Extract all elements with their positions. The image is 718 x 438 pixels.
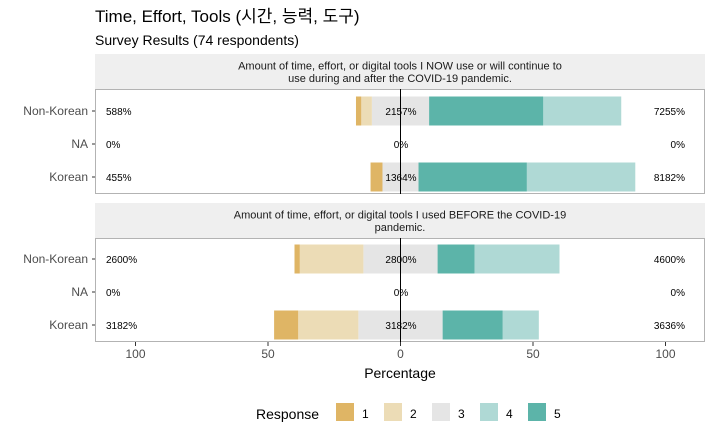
legend-swatch	[480, 403, 498, 421]
mid-pct-label: 2157%	[385, 107, 416, 118]
bar-segment-3-neg	[358, 310, 401, 340]
legend-item-2: 2	[384, 403, 417, 421]
legend-item-5: 5	[528, 403, 561, 421]
bar-segment-4-pos	[474, 244, 560, 274]
panels: Amount of time, effort, or digital tools…	[23, 54, 705, 342]
left-pct-label: 3182%	[106, 321, 137, 332]
panel-2: Amount of time, effort, or digital tools…	[23, 203, 705, 342]
row-label: Non-Korean	[23, 252, 88, 266]
bar-segment-5-pos	[418, 162, 527, 192]
right-pct-label: 0%	[671, 140, 686, 151]
bar-segment-2-neg	[299, 244, 364, 274]
bar-segment-5-pos	[437, 244, 475, 274]
row-label: Korean	[49, 318, 88, 332]
bar-segment-3-neg	[371, 96, 401, 126]
panel-strip-line: pandemic.	[375, 222, 426, 234]
bar-segment-1-neg	[370, 162, 383, 192]
x-tick-label: 0	[397, 347, 404, 361]
left-pct-label: 455%	[106, 173, 132, 184]
x-tick-label: 100	[655, 347, 675, 361]
panel-strip	[95, 54, 705, 89]
chart-title: Time, Effort, Tools (시간, 능력, 도구)	[95, 7, 360, 26]
row-korean: Korean 455% 1364% 8182%	[49, 162, 685, 192]
chart-subtitle: Survey Results (74 respondents)	[95, 32, 299, 48]
legend-swatch	[528, 403, 546, 421]
bar-segment-3-pos	[400, 310, 443, 340]
bar-segment-4-pos	[543, 96, 622, 126]
right-pct-label: 0%	[671, 288, 686, 299]
bar-segment-4-pos	[526, 162, 636, 192]
bar-segment-3-pos	[400, 244, 438, 274]
right-pct-label: 8182%	[654, 173, 685, 184]
x-tick-label: 100	[125, 347, 145, 361]
bar-segment-1-neg	[274, 310, 299, 340]
bar-segment-1-neg	[355, 96, 362, 126]
bar-segment-1-neg	[294, 244, 300, 274]
row-korean: Korean 3182% 3182% 3636%	[49, 310, 685, 340]
row-label: NA	[71, 285, 88, 299]
legend-label: 3	[458, 407, 465, 421]
row-label: Korean	[49, 170, 88, 184]
legend-swatch	[432, 403, 450, 421]
left-pct-label: 2600%	[106, 255, 137, 266]
legend-title: Response	[256, 406, 319, 422]
right-pct-label: 3636%	[654, 321, 685, 332]
legend-label: 5	[554, 407, 561, 421]
bar-segment-5-pos	[442, 310, 503, 340]
mid-pct-label: 1364%	[385, 173, 416, 184]
row-na: NA 0% 0% 0%	[71, 137, 685, 151]
x-axis-label: Percentage	[364, 365, 436, 381]
bar-segment-3-neg	[363, 244, 401, 274]
left-pct-label: 0%	[106, 288, 121, 299]
legend-label: 1	[362, 407, 369, 421]
panel-strip-text: Amount of time, effort, or digital tools…	[238, 60, 562, 85]
x-tick-label: 50	[526, 347, 540, 361]
bar-segment-3-pos	[400, 162, 419, 192]
bar-segment-3-pos	[400, 96, 430, 126]
bar-segment-2-neg	[298, 310, 359, 340]
legend-item-3: 3	[432, 403, 465, 421]
row-non-korean: Non-Korean 2600% 2800% 4600%	[23, 244, 685, 274]
right-pct-label: 4600%	[654, 255, 685, 266]
panel-strip-line: use during and after the COVID-19 pandem…	[288, 73, 512, 85]
mid-pct-label: 2800%	[385, 255, 416, 266]
row-na: NA 0% 0% 0%	[71, 285, 685, 299]
mid-pct-label: 3182%	[385, 321, 416, 332]
panel-strip-line: Amount of time, effort, or digital tools…	[234, 209, 566, 221]
legend-swatch	[336, 403, 354, 421]
x-axis: 100 50 0 50 100	[125, 342, 676, 361]
legend-swatch	[384, 403, 402, 421]
bar-segment-5-pos	[429, 96, 544, 126]
panel-strip-line: Amount of time, effort, or digital tools…	[238, 60, 562, 72]
right-pct-label: 7255%	[654, 107, 685, 118]
bar-segment-4-pos	[502, 310, 539, 340]
legend: Response 1 2 3 4 5	[256, 403, 561, 422]
bar-segment-3-neg	[382, 162, 401, 192]
legend-label: 2	[410, 407, 417, 421]
row-non-korean: Non-Korean 588% 2157% 7255%	[23, 96, 685, 126]
left-pct-label: 0%	[106, 140, 121, 151]
left-pct-label: 588%	[106, 107, 132, 118]
panel-strip-text: Amount of time, effort, or digital tools…	[234, 209, 566, 234]
legend-label: 4	[506, 407, 513, 421]
panel-1: Amount of time, effort, or digital tools…	[23, 54, 705, 194]
x-tick-label: 50	[261, 347, 275, 361]
mid-pct-label: 0%	[394, 140, 409, 151]
legend-item-4: 4	[480, 403, 513, 421]
mid-pct-label: 0%	[394, 288, 409, 299]
row-label: Non-Korean	[23, 104, 88, 118]
legend-item-1: 1	[336, 403, 369, 421]
row-label: NA	[71, 137, 88, 151]
bar-segment-2-neg	[361, 96, 372, 126]
panel-strip	[95, 203, 705, 238]
